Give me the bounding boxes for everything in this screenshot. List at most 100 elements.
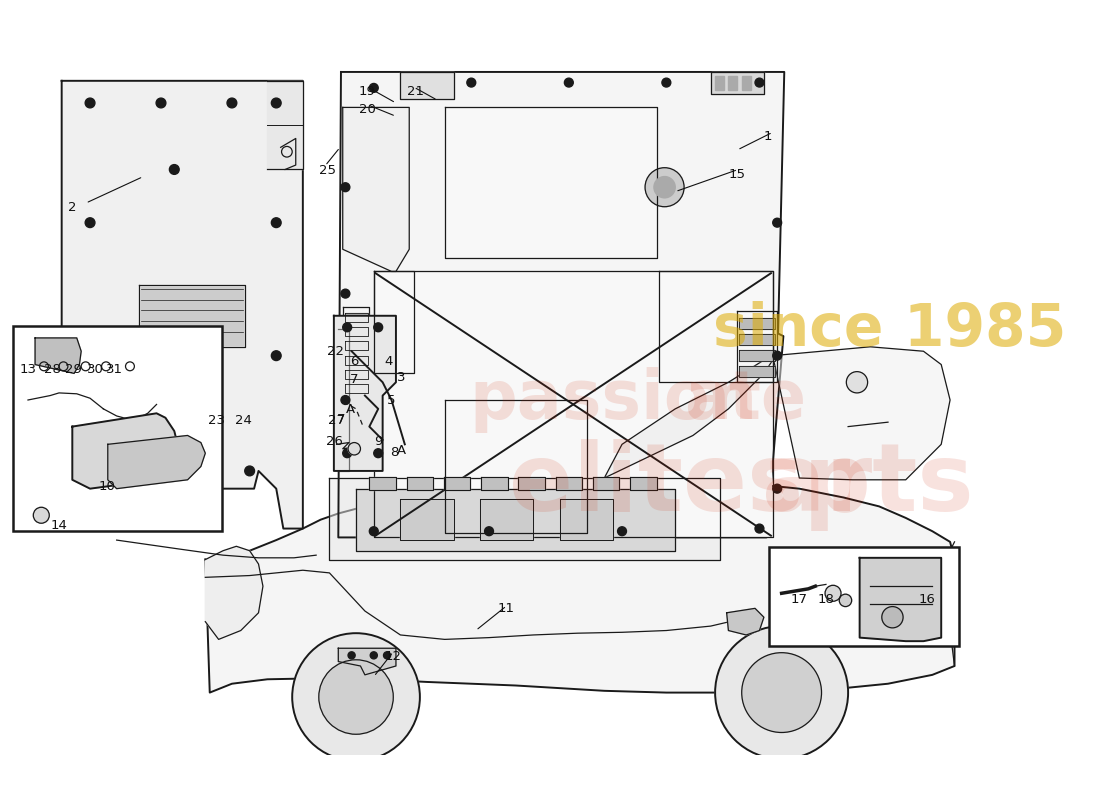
Circle shape	[662, 78, 671, 87]
Polygon shape	[400, 499, 453, 540]
Circle shape	[348, 652, 355, 659]
Circle shape	[85, 218, 95, 227]
Circle shape	[645, 168, 684, 206]
Circle shape	[825, 586, 842, 602]
Circle shape	[755, 524, 763, 533]
Circle shape	[653, 177, 675, 198]
Polygon shape	[728, 76, 737, 90]
Circle shape	[33, 507, 50, 523]
Circle shape	[227, 98, 236, 108]
Circle shape	[617, 526, 627, 536]
Polygon shape	[739, 350, 776, 361]
Polygon shape	[344, 356, 367, 365]
Polygon shape	[344, 327, 367, 336]
Text: 12: 12	[384, 650, 402, 663]
Polygon shape	[715, 76, 724, 90]
Text: 6: 6	[350, 354, 359, 368]
Polygon shape	[370, 477, 396, 490]
Text: 3: 3	[397, 370, 405, 384]
Text: 7: 7	[337, 414, 345, 426]
Circle shape	[371, 652, 377, 659]
Polygon shape	[481, 499, 534, 540]
Circle shape	[773, 218, 782, 227]
Text: 29: 29	[65, 362, 82, 376]
Circle shape	[341, 182, 350, 192]
Circle shape	[846, 372, 868, 393]
Circle shape	[272, 218, 282, 227]
Text: 25: 25	[319, 164, 336, 177]
Polygon shape	[407, 477, 433, 490]
Circle shape	[293, 633, 420, 761]
Text: A: A	[397, 444, 406, 458]
FancyBboxPatch shape	[769, 547, 959, 646]
Polygon shape	[344, 313, 367, 322]
Text: 28: 28	[44, 362, 60, 376]
Polygon shape	[267, 81, 303, 170]
Polygon shape	[604, 356, 773, 478]
Text: 22: 22	[327, 345, 344, 358]
Text: 9: 9	[374, 435, 382, 449]
Text: elitesp: elitesp	[508, 439, 870, 531]
Circle shape	[341, 395, 350, 405]
Circle shape	[773, 351, 782, 360]
Text: A: A	[345, 402, 354, 416]
Polygon shape	[375, 274, 771, 536]
Text: 4: 4	[384, 354, 393, 368]
Text: 7: 7	[350, 374, 359, 386]
Circle shape	[343, 323, 352, 332]
Circle shape	[85, 98, 95, 108]
Polygon shape	[727, 608, 763, 635]
Polygon shape	[339, 648, 396, 675]
Text: 21: 21	[407, 86, 425, 98]
Polygon shape	[62, 81, 303, 529]
Circle shape	[839, 594, 851, 606]
Text: 15: 15	[728, 168, 746, 181]
Polygon shape	[859, 558, 942, 641]
Circle shape	[466, 78, 475, 87]
Polygon shape	[108, 435, 206, 489]
Circle shape	[343, 449, 352, 458]
Circle shape	[882, 606, 903, 628]
Polygon shape	[334, 316, 396, 471]
Text: 10: 10	[99, 480, 116, 493]
Text: 19: 19	[359, 86, 375, 98]
Text: 11: 11	[498, 602, 515, 615]
Polygon shape	[400, 72, 453, 98]
Polygon shape	[560, 499, 613, 540]
Circle shape	[341, 289, 350, 298]
Text: arts: arts	[762, 439, 974, 531]
Polygon shape	[481, 477, 508, 490]
Text: 5: 5	[387, 394, 396, 406]
Circle shape	[564, 78, 573, 87]
Polygon shape	[344, 342, 367, 350]
Text: 1: 1	[763, 130, 772, 142]
Text: 30: 30	[87, 362, 103, 376]
Text: since 1985: since 1985	[713, 301, 1067, 358]
Polygon shape	[206, 477, 955, 693]
Text: 23: 23	[208, 414, 226, 427]
Polygon shape	[343, 107, 409, 271]
Polygon shape	[329, 478, 719, 559]
FancyBboxPatch shape	[13, 326, 222, 531]
Polygon shape	[630, 477, 657, 490]
Circle shape	[85, 350, 95, 361]
Polygon shape	[739, 334, 776, 345]
Text: ate: ate	[684, 367, 806, 433]
Polygon shape	[141, 286, 243, 345]
Circle shape	[348, 442, 361, 455]
Polygon shape	[773, 347, 950, 480]
Text: 18: 18	[817, 594, 834, 606]
Text: 8: 8	[389, 446, 398, 459]
Circle shape	[272, 98, 282, 108]
Circle shape	[715, 626, 848, 759]
Text: 20: 20	[359, 103, 375, 116]
Text: 31: 31	[106, 362, 123, 376]
Polygon shape	[741, 76, 750, 90]
Circle shape	[245, 466, 254, 476]
Polygon shape	[206, 546, 263, 639]
Text: 24: 24	[235, 414, 252, 427]
Polygon shape	[339, 72, 784, 538]
Polygon shape	[593, 477, 619, 490]
Circle shape	[741, 653, 822, 733]
Circle shape	[272, 350, 282, 361]
